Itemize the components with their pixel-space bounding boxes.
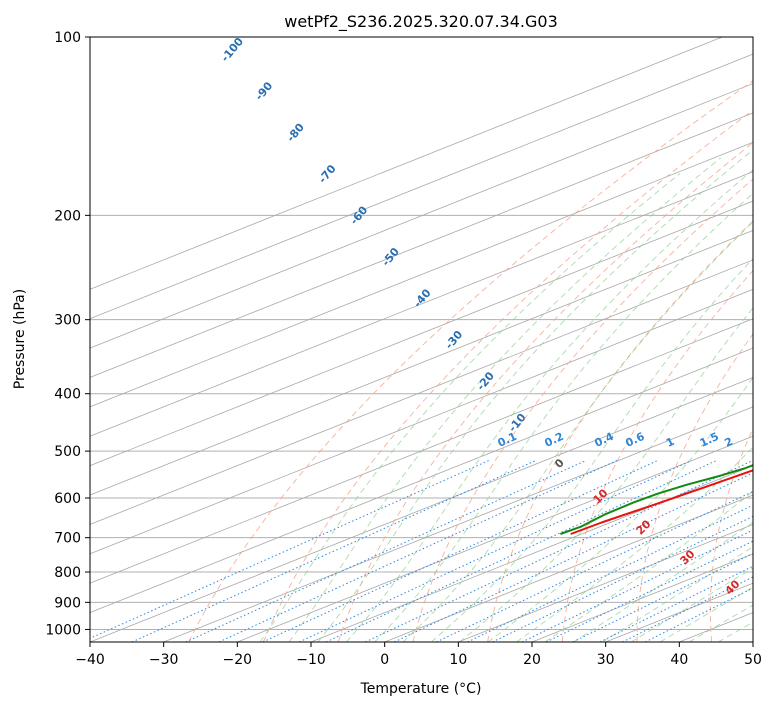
mixing-ratio-line (185, 460, 587, 642)
mixing-ratio-line (393, 472, 753, 642)
y-axis-label: Pressure (hPa) (12, 289, 28, 389)
isotherm-line (90, 83, 753, 349)
y-tick-label: 800 (54, 565, 81, 581)
moist-adiabats (259, 149, 753, 642)
isotherm-line (90, 112, 753, 378)
y-tick-label: 100 (54, 30, 81, 46)
y-tick-label: 300 (54, 313, 81, 329)
y-tick-label: 1000 (45, 622, 81, 638)
mixing-ratio-line (572, 552, 753, 642)
y-tick-label: 700 (54, 531, 81, 547)
x-tick-label: −40 (75, 652, 105, 668)
x-tick-label: 0 (380, 652, 389, 668)
x-tick-label: −20 (223, 652, 253, 668)
dry-adiabats (188, 80, 753, 642)
mixing-ratio-line (262, 460, 658, 642)
y-tick-label: 500 (54, 444, 81, 460)
moist-adiabat-line (345, 169, 753, 642)
isotherm-line (90, 259, 753, 525)
isotherm-line (384, 494, 753, 642)
isotherm-line (458, 523, 753, 642)
isotherm-line (90, 230, 753, 496)
mixing-ratio-line (365, 460, 753, 642)
mixing-ratio-lines (90, 460, 753, 642)
y-tick-label: 200 (54, 208, 81, 224)
isotherm-line (90, 288, 753, 555)
x-tick-label: −10 (296, 652, 326, 668)
mixing-ratio-line (218, 460, 618, 642)
dry-adiabat-line (188, 80, 753, 642)
isotherm-line (90, 141, 753, 408)
moist-adiabat-line (374, 192, 753, 642)
moist-adiabat-line (259, 173, 681, 642)
y-tick-label: 400 (54, 387, 81, 403)
x-axis-label: Temperature (°C) (360, 681, 482, 697)
plot-frame (89, 36, 754, 643)
isotherm-line (90, 171, 753, 437)
dry-adiabat-line (561, 270, 753, 642)
dry-adiabat-line (263, 109, 753, 642)
isotherm-line (90, 37, 723, 290)
chart-title: wetPf2_S236.2025.320.07.34.G03 (284, 12, 558, 32)
dry-adiabat-line (337, 142, 753, 642)
moist-adiabat-line (459, 307, 753, 642)
y-axis-ticks: 100 200 300 400 500 600 700 800 900 1000 (45, 30, 90, 638)
mixing-ratio-line (492, 515, 753, 642)
isotherm-line (90, 53, 753, 320)
isotherm-line (310, 465, 753, 642)
isotherm-lines (90, 37, 753, 642)
dry-adiabat-line (636, 333, 753, 642)
moist-adiabat-line (630, 567, 753, 642)
isotherm-line (90, 347, 753, 614)
x-tick-label: 50 (744, 652, 762, 668)
moist-adiabat-line (402, 221, 753, 642)
dry-adiabat-line (487, 220, 753, 642)
moist-adiabat-line (516, 446, 753, 642)
dry-adiabat-line (709, 427, 753, 642)
dry-adiabat-line (412, 178, 753, 642)
isotherm-line (90, 318, 753, 584)
moist-adiabat-line (659, 586, 753, 642)
isotherm-line (237, 435, 753, 642)
y-tick-label: 900 (54, 595, 81, 611)
mixing-ratio-line (521, 529, 753, 642)
mixing-ratio-line (131, 460, 537, 642)
mixing-ratio-line (546, 540, 753, 642)
isotherm-line (90, 200, 753, 467)
isotherm-line (163, 406, 753, 642)
x-tick-label: 20 (523, 652, 541, 668)
isotherm-line (90, 377, 753, 642)
x-tick-label: −30 (149, 652, 179, 668)
x-tick-label: 40 (670, 652, 688, 668)
x-tick-label: 30 (597, 652, 615, 668)
moist-adiabat-line (544, 490, 753, 642)
plot-area: 0.10.20.40.611.52346810131620253036-100-… (90, 37, 753, 642)
x-axis-ticks: −40 −30 −20 −10 0 10 20 30 40 50 (75, 642, 762, 668)
y-tick-label: 600 (54, 491, 81, 507)
moist-adiabat-line (288, 157, 721, 642)
moist-adiabat-line (431, 257, 753, 642)
x-tick-label: 10 (449, 652, 467, 668)
